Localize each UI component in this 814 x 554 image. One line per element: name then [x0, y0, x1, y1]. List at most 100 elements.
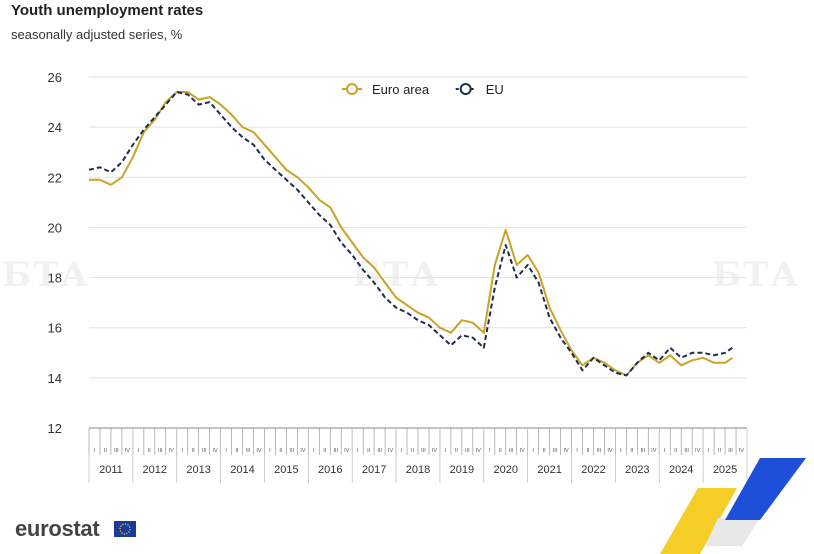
legend-label: EU — [486, 82, 504, 97]
quarter-label: II — [323, 448, 327, 454]
legend-marker — [459, 83, 472, 95]
quarter-label: II — [455, 448, 459, 454]
quarter-label: IV — [607, 448, 613, 454]
eurostat-logo: eurostat — [15, 516, 100, 541]
quarter-label: I — [489, 448, 491, 454]
quarter-label: III — [377, 448, 382, 454]
legend[interactable]: Euro area EU — [342, 82, 504, 97]
quarter-label: II — [148, 448, 152, 454]
year-label: 2024 — [669, 464, 693, 476]
y-tick-label: 12 — [48, 421, 62, 436]
quarter-label: III — [597, 448, 602, 454]
quarter-label: III — [641, 448, 646, 454]
quarter-label: IV — [476, 448, 482, 454]
quarter-label: I — [269, 448, 271, 454]
year-label: 2021 — [537, 464, 561, 476]
year-label: 2013 — [186, 464, 210, 476]
year-label: 2022 — [581, 464, 605, 476]
quarter-label: IV — [739, 448, 745, 454]
y-tick-label: 26 — [48, 70, 62, 85]
year-label: 2018 — [406, 464, 430, 476]
legend-item-euro-area[interactable]: Euro area — [342, 82, 430, 97]
year-label: 2025 — [713, 464, 737, 476]
quarter-label: II — [367, 448, 371, 454]
quarter-label: III — [333, 448, 338, 454]
quarter-label: I — [401, 448, 403, 454]
quarter-label: IV — [695, 448, 701, 454]
decorative-swoosh — [660, 458, 806, 554]
quarter-label: II — [192, 448, 196, 454]
quarter-label: III — [553, 448, 558, 454]
quarter-label: I — [313, 448, 315, 454]
year-label: 2012 — [143, 464, 167, 476]
quarter-label: II — [718, 448, 722, 454]
y-tick-label: 18 — [48, 271, 62, 286]
quarter-label: I — [532, 448, 534, 454]
eu-flag-icon — [114, 521, 136, 537]
year-label: 2019 — [450, 464, 474, 476]
quarter-label: II — [236, 448, 240, 454]
quarter-label: III — [684, 448, 689, 454]
quarter-label: II — [411, 448, 415, 454]
chart-title: Youth unemployment rates — [11, 2, 204, 19]
quarter-label: III — [114, 448, 119, 454]
legend-marker — [346, 83, 358, 95]
quarter-label: III — [290, 448, 295, 454]
quarter-label: IV — [300, 448, 306, 454]
legend-label: Euro area — [372, 82, 430, 97]
quarter-label: IV — [432, 448, 438, 454]
quarter-label: II — [674, 448, 678, 454]
quarter-label: III — [158, 448, 163, 454]
quarter-label: IV — [651, 448, 657, 454]
quarter-label: II — [586, 448, 590, 454]
year-label: 2014 — [230, 464, 254, 476]
quarter-label: IV — [520, 448, 526, 454]
quarter-label: I — [181, 448, 183, 454]
quarter-label: III — [246, 448, 251, 454]
y-tick-label: 14 — [48, 371, 62, 386]
legend-item-eu[interactable]: EU — [455, 82, 504, 97]
year-label: 2020 — [493, 464, 517, 476]
quarter-label: I — [357, 448, 359, 454]
quarter-label: IV — [256, 448, 262, 454]
chart-subtitle: seasonally adjusted series, % — [11, 27, 183, 42]
quarter-label: IV — [125, 448, 131, 454]
y-tick-label: 22 — [48, 170, 62, 185]
quarter-label: III — [728, 448, 733, 454]
quarter-label: I — [576, 448, 578, 454]
y-axis: 12 14 16 18 20 22 24 26 — [48, 70, 62, 436]
quarter-label: II — [630, 448, 634, 454]
quarter-label: I — [225, 448, 227, 454]
quarter-label: I — [664, 448, 666, 454]
quarter-label: IV — [388, 448, 394, 454]
watermark-right: БТА — [712, 255, 801, 295]
quarter-label: I — [445, 448, 447, 454]
grid — [89, 76, 747, 379]
quarter-label: II — [543, 448, 547, 454]
quarter-label: III — [509, 448, 514, 454]
year-label: 2015 — [274, 464, 298, 476]
quarter-label: III — [465, 448, 470, 454]
y-tick-label: 16 — [48, 321, 62, 336]
year-label: 2023 — [625, 464, 649, 476]
quarter-label: I — [138, 448, 140, 454]
quarter-label: III — [421, 448, 426, 454]
watermark-left: БТА — [2, 255, 91, 295]
year-label: 2016 — [318, 464, 342, 476]
quarter-label: IV — [563, 448, 569, 454]
quarter-label: IV — [213, 448, 219, 454]
series-line-eu — [88, 91, 733, 377]
year-label: 2017 — [362, 464, 386, 476]
quarter-label: II — [279, 448, 283, 454]
quarter-label: I — [620, 448, 622, 454]
quarter-label: I — [94, 448, 96, 454]
series-lines — [88, 91, 733, 377]
quarter-label: II — [499, 448, 503, 454]
quarter-label: III — [202, 448, 207, 454]
quarter-label: IV — [344, 448, 350, 454]
quarter-label: IV — [169, 448, 175, 454]
y-tick-label: 24 — [48, 120, 62, 135]
quarter-label: I — [708, 448, 710, 454]
